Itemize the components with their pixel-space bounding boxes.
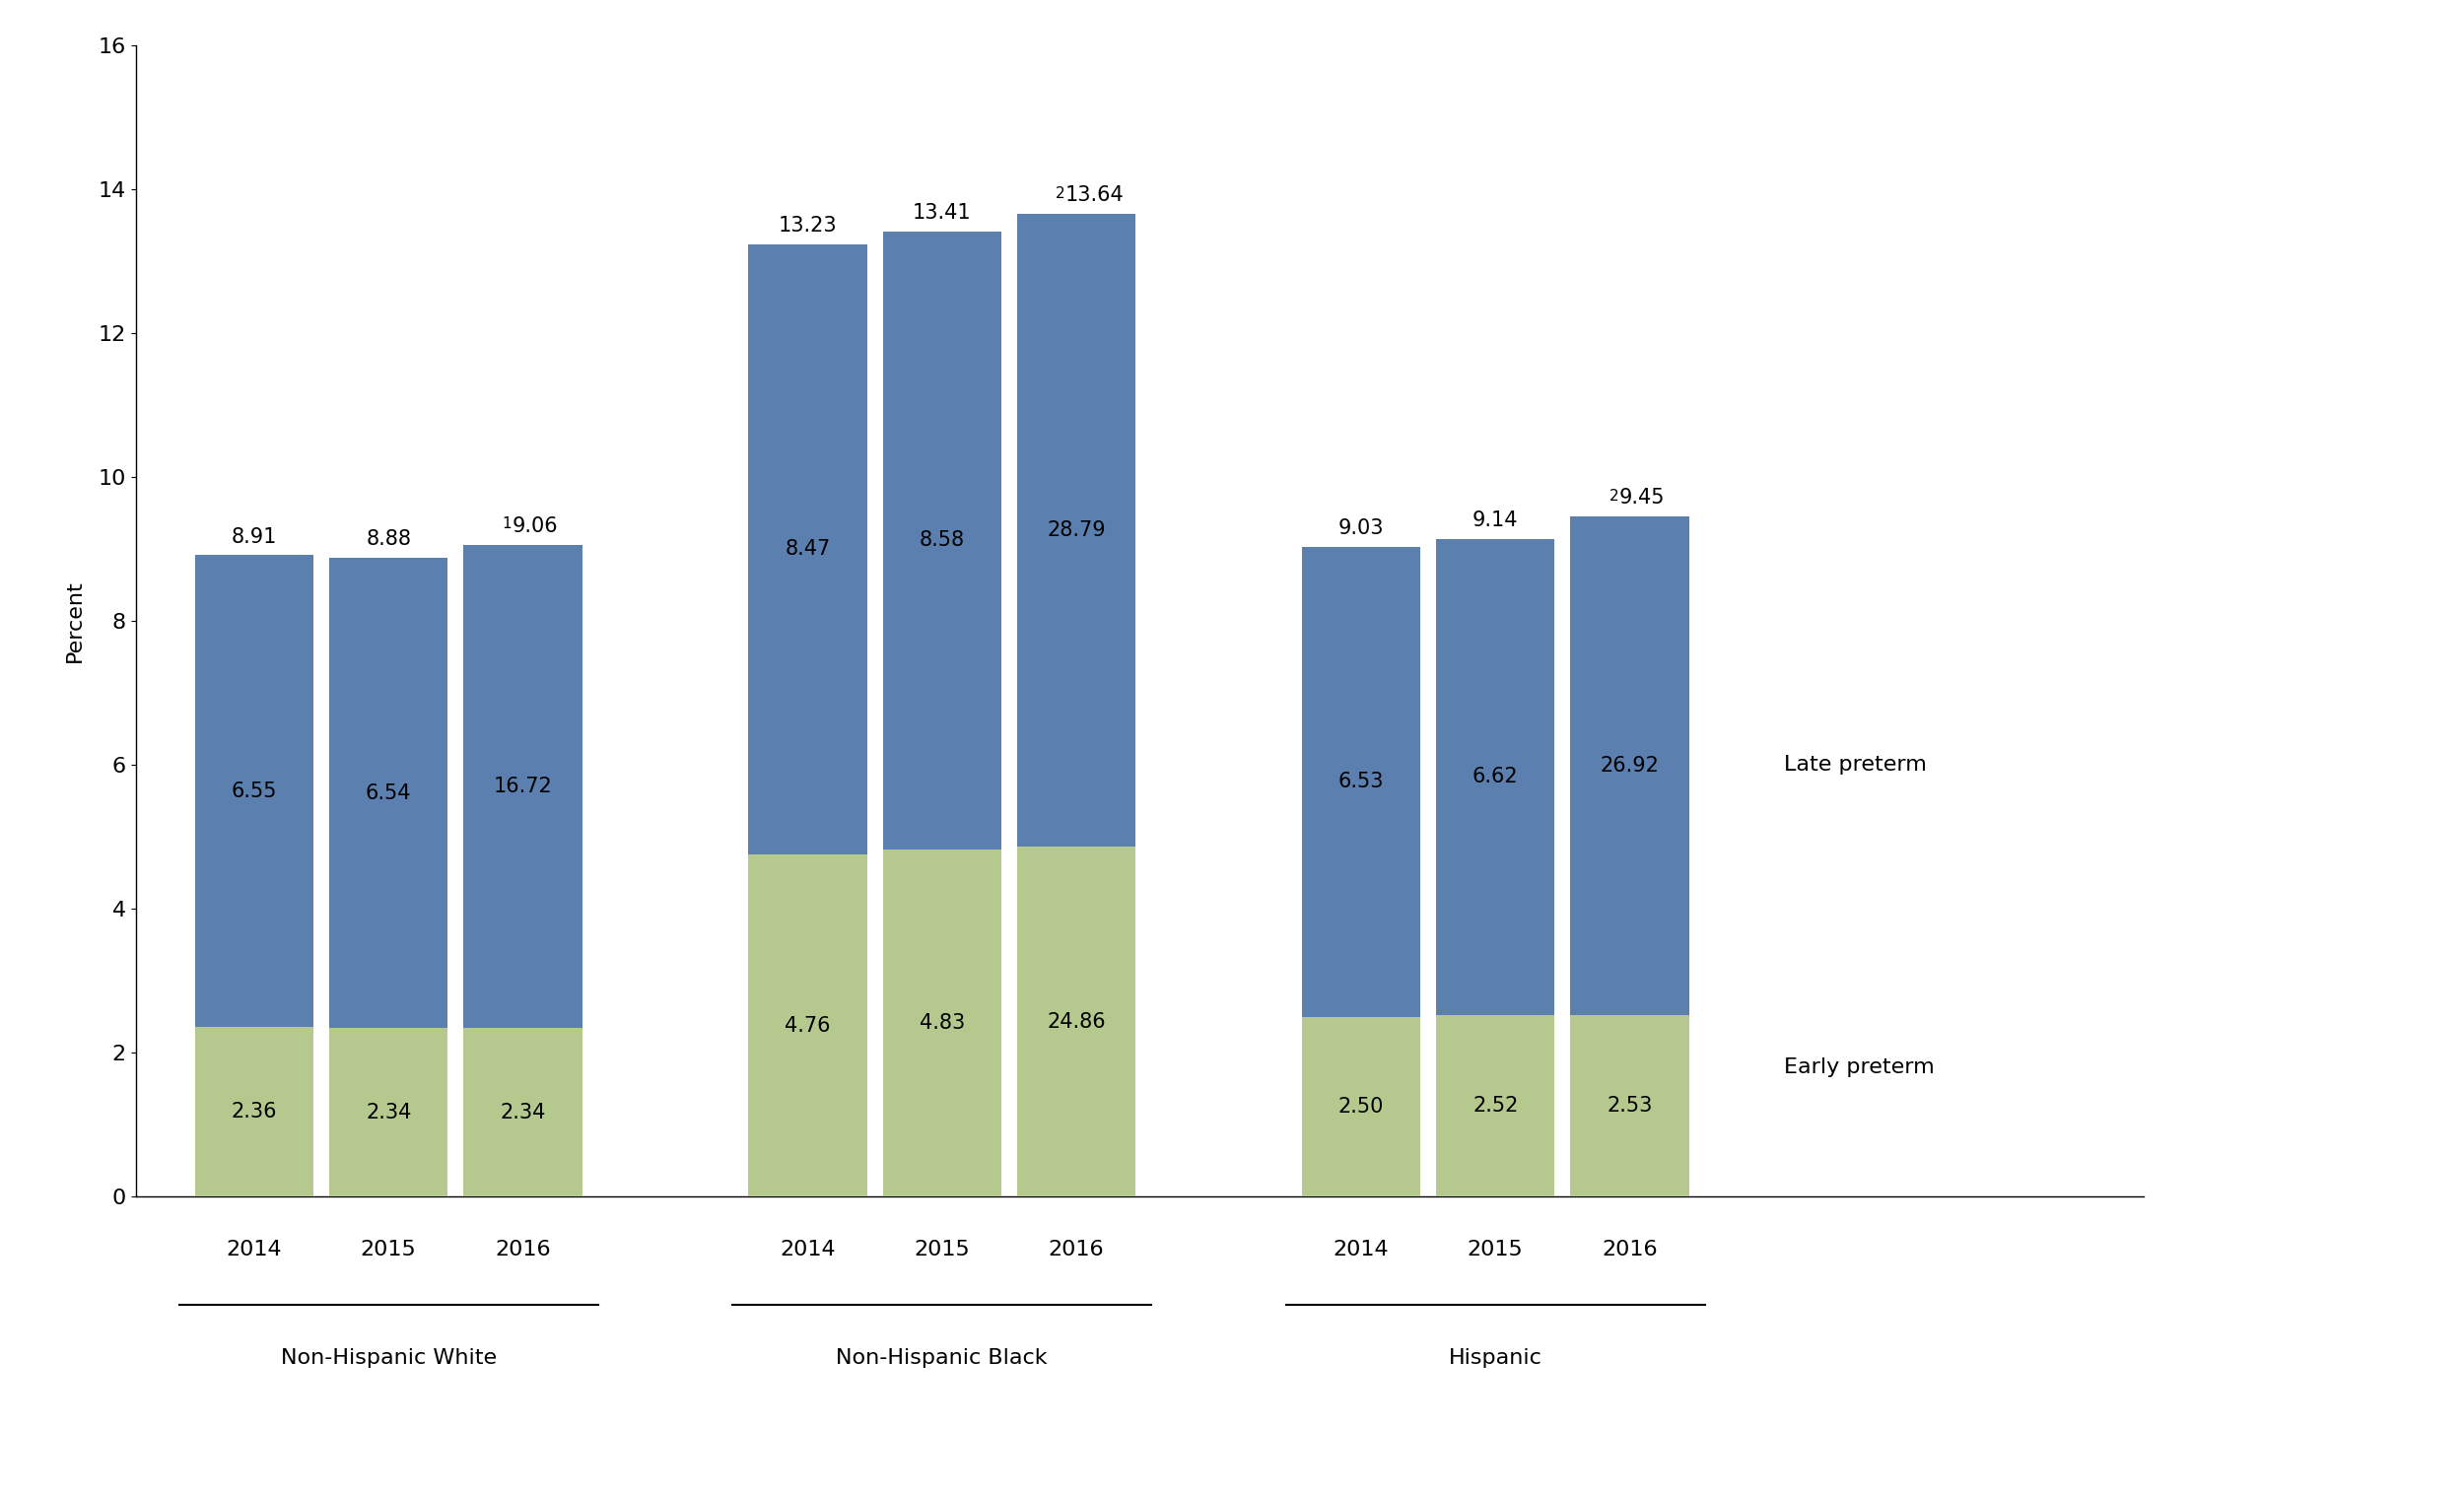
Text: 8.47: 8.47 [784,540,830,560]
Text: 2.34: 2.34 [500,1103,545,1122]
Text: 9.45: 9.45 [1619,488,1666,507]
Text: 2.53: 2.53 [1607,1097,1653,1116]
Bar [195,1026,313,1197]
Bar [1570,1014,1690,1197]
Text: 6.53: 6.53 [1338,772,1385,791]
Bar [330,1028,448,1197]
Text: Non-Hispanic White: Non-Hispanic White [281,1348,498,1367]
Bar [1301,1017,1419,1197]
Bar [882,850,1000,1197]
Text: 2015: 2015 [1469,1240,1523,1260]
Bar [749,854,867,1197]
Text: 2014: 2014 [227,1240,281,1260]
Text: 2015: 2015 [914,1240,971,1260]
Text: 4.83: 4.83 [919,1013,966,1032]
Bar [463,545,582,1028]
Text: Early preterm: Early preterm [1784,1058,1934,1077]
Text: 6.62: 6.62 [1473,767,1518,787]
Text: 6.55: 6.55 [232,781,276,800]
Text: 2: 2 [1609,489,1619,504]
Y-axis label: Percent: Percent [64,579,84,663]
Text: 6.54: 6.54 [365,782,411,803]
Text: 8.58: 8.58 [919,531,966,551]
Text: 2.52: 2.52 [1473,1097,1518,1116]
Bar [1301,546,1419,1017]
Text: Hispanic: Hispanic [1449,1348,1542,1367]
Text: 8.88: 8.88 [365,530,411,549]
Text: 2016: 2016 [1602,1240,1658,1260]
Text: 2014: 2014 [779,1240,835,1260]
Text: 1: 1 [503,516,513,531]
Bar [463,1028,582,1197]
Bar [1437,1016,1555,1197]
Text: 2: 2 [1055,187,1064,200]
Text: 16.72: 16.72 [493,776,552,796]
Text: 2016: 2016 [495,1240,552,1260]
Bar [1018,847,1136,1197]
Text: 9.14: 9.14 [1473,510,1518,530]
Text: 4.76: 4.76 [784,1016,830,1035]
Text: 2.36: 2.36 [232,1103,276,1122]
Bar [1570,516,1690,1014]
Text: 2015: 2015 [360,1240,416,1260]
Text: 9.03: 9.03 [1338,518,1385,539]
Bar [749,244,867,854]
Text: 2014: 2014 [1333,1240,1390,1260]
Text: Late preterm: Late preterm [1784,755,1927,775]
Bar [330,558,448,1028]
Text: 13.64: 13.64 [1064,186,1124,205]
Bar [1437,539,1555,1016]
Text: 13.41: 13.41 [912,203,971,223]
Text: 9.06: 9.06 [513,516,557,536]
Text: 28.79: 28.79 [1047,521,1106,540]
Text: Non-Hispanic Black: Non-Hispanic Black [835,1348,1047,1367]
Text: 26.92: 26.92 [1599,755,1658,775]
Text: 8.91: 8.91 [232,527,276,546]
Text: 24.86: 24.86 [1047,1011,1106,1032]
Text: 13.23: 13.23 [779,215,838,236]
Bar [195,555,313,1026]
Text: 2016: 2016 [1050,1240,1104,1260]
Bar [1018,214,1136,847]
Bar [882,232,1000,850]
Text: 2.34: 2.34 [365,1103,411,1122]
Text: 2.50: 2.50 [1338,1097,1385,1116]
